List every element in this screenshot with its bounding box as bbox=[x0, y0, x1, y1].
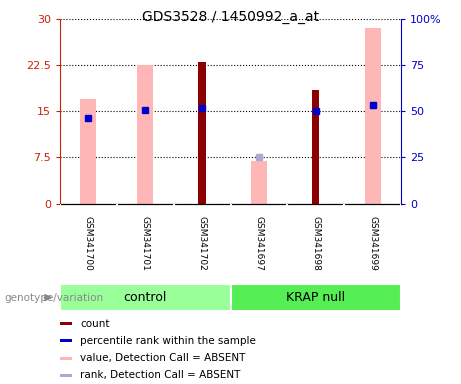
Text: GSM341701: GSM341701 bbox=[141, 217, 150, 271]
Bar bbox=[230, 284, 401, 311]
Text: GSM341699: GSM341699 bbox=[368, 217, 377, 271]
Bar bbox=[80, 99, 96, 204]
Text: GDS3528 / 1450992_a_at: GDS3528 / 1450992_a_at bbox=[142, 10, 319, 23]
Text: GSM341702: GSM341702 bbox=[198, 217, 207, 271]
Text: KRAP null: KRAP null bbox=[286, 291, 345, 304]
Text: GSM341697: GSM341697 bbox=[254, 217, 263, 271]
Bar bbox=[251, 161, 267, 204]
Bar bbox=[312, 90, 319, 204]
Bar bbox=[60, 284, 230, 311]
Text: count: count bbox=[80, 318, 110, 329]
Bar bbox=[198, 62, 206, 204]
Text: rank, Detection Call = ABSENT: rank, Detection Call = ABSENT bbox=[80, 370, 241, 381]
Bar bbox=[60, 374, 72, 377]
Text: value, Detection Call = ABSENT: value, Detection Call = ABSENT bbox=[80, 353, 246, 363]
Bar bbox=[365, 28, 381, 204]
Bar bbox=[137, 65, 153, 204]
Text: genotype/variation: genotype/variation bbox=[5, 293, 104, 303]
Text: control: control bbox=[124, 291, 167, 304]
Text: percentile rank within the sample: percentile rank within the sample bbox=[80, 336, 256, 346]
Text: GSM341700: GSM341700 bbox=[84, 217, 93, 271]
Bar bbox=[60, 339, 72, 343]
Text: GSM341698: GSM341698 bbox=[311, 217, 320, 271]
Bar bbox=[60, 322, 72, 325]
Bar bbox=[60, 356, 72, 360]
